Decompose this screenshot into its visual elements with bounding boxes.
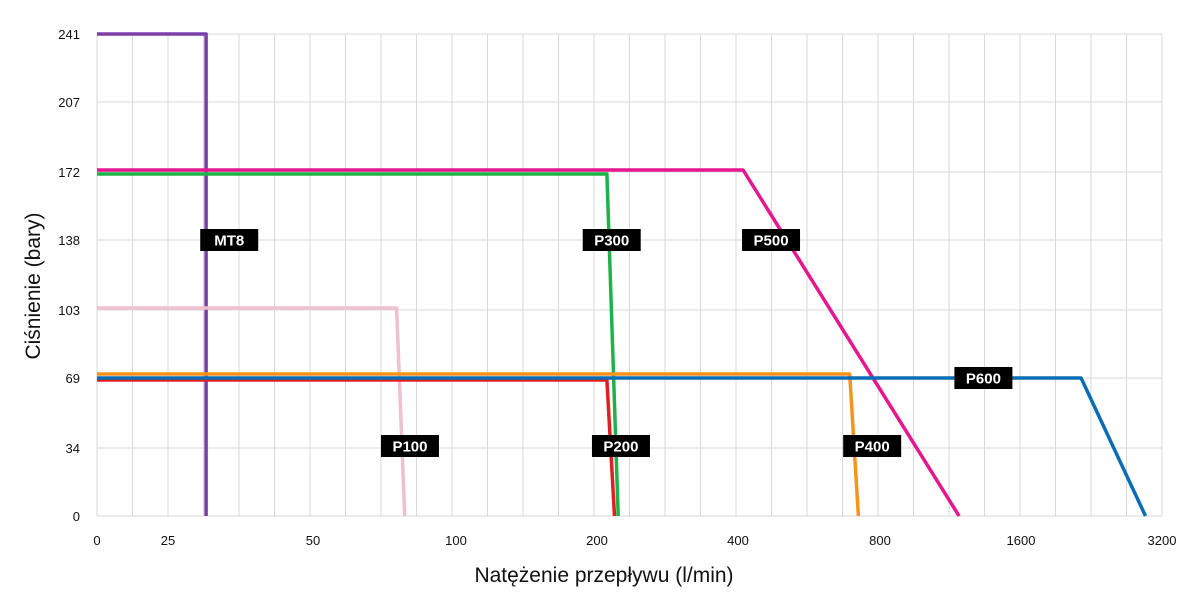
- y-tick-label: 0: [73, 509, 80, 524]
- x-tick-label: 200: [586, 533, 608, 548]
- series-label-box: [380, 435, 439, 457]
- series-label-p200: P200: [591, 435, 650, 457]
- series-label-text: P200: [603, 439, 638, 456]
- x-tick-label: 400: [727, 533, 749, 548]
- series-label-p400: P400: [843, 435, 902, 457]
- series-label-p100: P100: [380, 435, 439, 457]
- y-axis-title: Ciśnienie (bary): [22, 212, 45, 359]
- x-tick-label: 50: [306, 533, 320, 548]
- y-tick-label: 138: [58, 233, 80, 248]
- series-line-p300: [97, 172, 620, 517]
- series-line-p100: [97, 306, 407, 517]
- series-label-text: P500: [754, 233, 789, 250]
- x-tick-label: 800: [869, 533, 891, 548]
- axes: 0 34 69 103 138 172 207 241 0 25 50 100 200 400 800 160…: [58, 27, 1176, 548]
- series-label-text: MT8: [214, 233, 244, 250]
- series-line-p500: [97, 168, 961, 517]
- series-label-box: [742, 229, 801, 251]
- series-line-p600: [97, 376, 1148, 517]
- series-label-box: [843, 435, 902, 457]
- x-tick-label: 3200: [1148, 533, 1177, 548]
- y-tick-label: 69: [66, 371, 80, 386]
- x-tick-label: 100: [445, 533, 467, 548]
- series-layer: [97, 32, 1148, 517]
- series-label-text: P600: [966, 371, 1001, 388]
- y-tick-label: 207: [58, 95, 80, 110]
- series-label-p300: P300: [582, 229, 641, 251]
- x-tick-label: 1600: [1007, 533, 1036, 548]
- series-label-box: [200, 229, 259, 251]
- x-tick-label: 0: [93, 533, 100, 548]
- series-label-box: [591, 435, 650, 457]
- series-label-p600: P600: [954, 367, 1013, 389]
- series-line-mt8: [97, 32, 208, 516]
- series-label-text: P400: [855, 439, 890, 456]
- series-label-text: P100: [392, 439, 427, 456]
- series-label-mt8: MT8: [200, 229, 259, 251]
- series-label-text: P300: [594, 233, 629, 250]
- y-tick-label: 241: [58, 27, 80, 42]
- y-tick-label: 103: [58, 303, 80, 318]
- series-label-p500: P500: [742, 229, 801, 251]
- series-labels: MT8 P100 P200 P300 P400 P500 P600: [200, 229, 1013, 457]
- x-axis-title: Natężenie przepływu (l/min): [474, 564, 733, 587]
- series-line-p400: [97, 372, 861, 517]
- y-tick-label: 172: [58, 165, 80, 180]
- x-tick-label: 25: [161, 533, 175, 548]
- series-line-p200: [97, 378, 617, 517]
- y-tick-label: 34: [66, 441, 80, 456]
- series-label-box: [582, 229, 641, 251]
- series-label-box: [954, 367, 1013, 389]
